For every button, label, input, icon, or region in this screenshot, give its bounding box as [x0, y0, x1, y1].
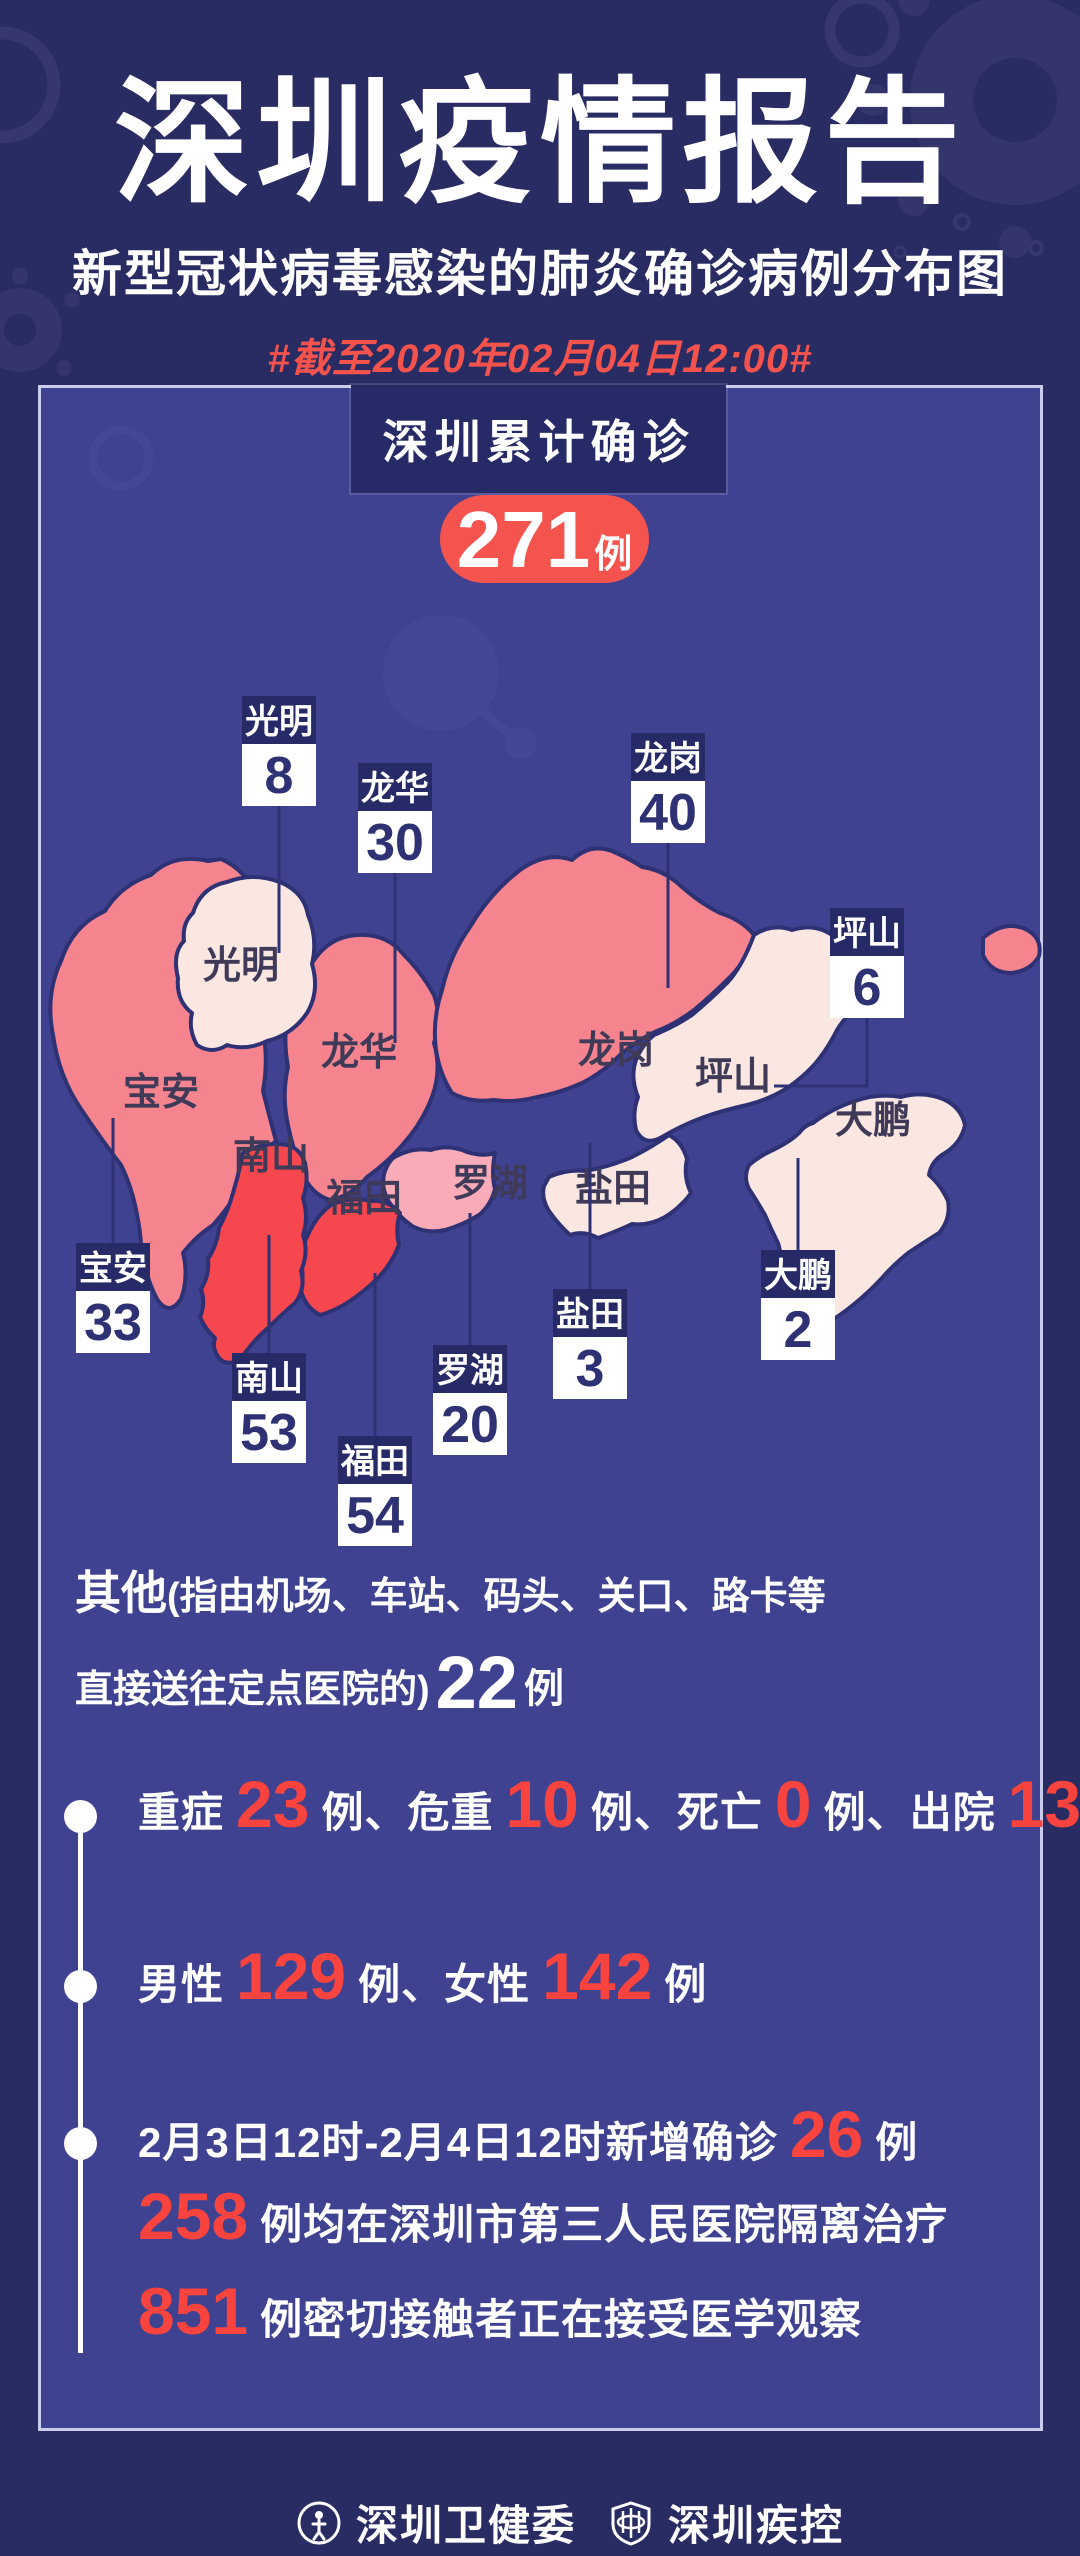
other-cases-note: 其他(指由机场、车站、码头、关口、路卡等 直接送往定点医院的)22 例	[75, 1570, 826, 1720]
map-label-luohu: 罗湖	[452, 1163, 528, 1205]
flag-yantian-name: 盐田	[556, 1296, 624, 1334]
flag-dapeng: 大鹏 2	[761, 1250, 835, 1360]
report-date: #截至2020年02月04日12:00#	[267, 337, 813, 381]
stat-row-new-confirmed: 2月3日12时-2月4日12时新增确诊 26 例	[138, 2101, 918, 2170]
stat-text: 例	[875, 2119, 919, 2166]
stat-number: 258	[138, 2179, 249, 2253]
map-label-yantian: 盐田	[575, 1168, 651, 1210]
total-cases-value: 271	[456, 495, 591, 584]
footer-org-cdc: 深圳疾控	[608, 2492, 844, 2553]
other-label: 其他	[75, 1567, 167, 1619]
flag-luohu-value: 20	[441, 1396, 499, 1454]
flag-baoan-name: 宝安	[79, 1250, 147, 1288]
health-commission-logo-icon	[297, 2501, 341, 2544]
flag-dapeng-name: 大鹏	[764, 1257, 832, 1295]
district-longhua-shape	[282, 932, 440, 1202]
stat-row-gender: 男性 129 例、女性 142 例	[138, 1943, 707, 2012]
stat-number: 851	[138, 2274, 249, 2348]
flag-nanshan: 南山 53	[232, 1353, 306, 1463]
cumulative-confirmed-badge: 深圳累计确诊	[351, 385, 726, 493]
stat-number: 10	[505, 1767, 579, 1841]
timeline-dot-3	[64, 2127, 97, 2160]
district-yantian-shape	[541, 1133, 693, 1240]
flag-longgang-name: 龙岗	[634, 740, 702, 778]
timeline-dot-1	[64, 1800, 97, 1833]
footer-org-health-commission: 深圳卫健委	[296, 2492, 576, 2553]
report-panel: 深圳累计确诊 271 例	[38, 385, 1080, 2431]
cdc-logo-icon	[611, 2500, 651, 2546]
flag-nanshan-value: 53	[240, 1404, 298, 1462]
flag-pingshan-value: 6	[853, 959, 882, 1017]
flag-yantian: 盐田 3	[553, 1289, 627, 1399]
stat-number: 129	[236, 1939, 347, 2013]
flag-nanshan-name: 南山	[235, 1360, 303, 1398]
stat-number: 13	[1007, 1767, 1080, 1841]
stat-number: 142	[542, 1939, 653, 2013]
stat-number: 23	[236, 1767, 310, 1841]
stat-text: 例、死亡	[590, 1789, 763, 1836]
flag-pingshan: 坪山 6	[830, 908, 904, 1018]
map-label-futian: 福田	[325, 1178, 402, 1220]
stat-row-hospital: 258 例均在深圳市第三人民医院隔离治疗	[138, 2183, 948, 2252]
stat-text: 例	[664, 1961, 708, 2008]
total-cases-pill: 271 例	[440, 495, 649, 583]
flag-pingshan-name: 坪山	[833, 915, 901, 953]
stat-text: 重症	[138, 1789, 225, 1836]
total-cases-unit: 例	[594, 534, 633, 576]
page-subtitle: 新型冠状病毒感染的肺炎确诊病例分布图	[72, 246, 1008, 302]
flag-guangming-value: 8	[265, 747, 294, 805]
flag-longgang-value: 40	[639, 784, 697, 842]
connector-pingshan	[774, 1018, 869, 1088]
stat-number: 26	[789, 2097, 864, 2171]
footer-org1-label: 深圳卫健委	[356, 2502, 577, 2549]
district-luohu-shape	[381, 1145, 497, 1234]
district-ne-fragment-shape	[981, 924, 1042, 975]
stat-text: 2月3日12时-2月4日12时新增确诊	[138, 2119, 778, 2166]
footer-org2-label: 深圳疾控	[668, 2502, 845, 2549]
flag-yantian-value: 3	[576, 1340, 605, 1398]
flag-luohu-name: 罗湖	[436, 1352, 504, 1390]
flag-futian: 福田 54	[338, 1436, 412, 1546]
map-label-longgang: 龙岗	[578, 1030, 654, 1072]
flag-longhua-name: 龙华	[361, 770, 429, 808]
flag-baoan-value: 33	[84, 1294, 142, 1352]
other-unit: 例	[523, 1667, 564, 1711]
other-note-line1: (指由机场、车站、码头、关口、路卡等	[167, 1576, 826, 1618]
stat-row-severity: 重症 23 例、危重 10 例、死亡 0 例、出院 13 例	[138, 1771, 1080, 1840]
flag-luohu: 罗湖 20	[433, 1345, 507, 1455]
other-value: 22	[435, 1641, 518, 1724]
flag-longgang: 龙岗 40	[631, 733, 705, 843]
other-note-line2: 直接送往定点医院的)	[75, 1669, 430, 1711]
stat-text: 例、危重	[321, 1789, 494, 1836]
map-label-longhua: 龙华	[321, 1032, 397, 1074]
stat-text: 例、出院	[823, 1789, 996, 1836]
timeline-line	[78, 1816, 83, 2353]
stat-text: 例、女性	[358, 1961, 531, 2008]
map-label-dapeng: 大鹏	[835, 1100, 911, 1142]
flag-guangming-name: 光明	[245, 703, 313, 741]
timeline-dot-2	[64, 1970, 97, 2003]
stat-text: 例均在深圳市第三人民医院隔离治疗	[260, 2201, 949, 2248]
flag-guangming: 光明 8	[242, 696, 316, 806]
stat-text: 例密切接触者正在接受医学观察	[260, 2296, 863, 2343]
map-label-baoan: 宝安	[123, 1072, 199, 1114]
flag-baoan: 宝安 33	[76, 1243, 150, 1353]
flag-dapeng-value: 2	[784, 1301, 813, 1359]
stat-number: 0	[774, 1767, 812, 1841]
map-label-nanshan: 南山	[233, 1136, 309, 1178]
map-label-pingshan: 坪山	[695, 1056, 771, 1098]
flag-futian-name: 福田	[340, 1443, 409, 1481]
flag-longhua: 龙华 30	[358, 763, 432, 873]
page-title: 深圳疫情报告	[114, 67, 966, 219]
shenzhen-district-map: 光明 龙华 龙岗 坪山 宝安 南山 福田 罗湖 盐田 大鹏	[48, 696, 1042, 1546]
stat-row-observation: 851 例密切接触者正在接受医学观察	[138, 2278, 862, 2347]
flag-longhua-value: 30	[366, 814, 424, 872]
stat-text: 男性	[138, 1961, 225, 2008]
flag-futian-value: 54	[346, 1487, 404, 1545]
map-label-guangming: 光明	[203, 945, 279, 987]
